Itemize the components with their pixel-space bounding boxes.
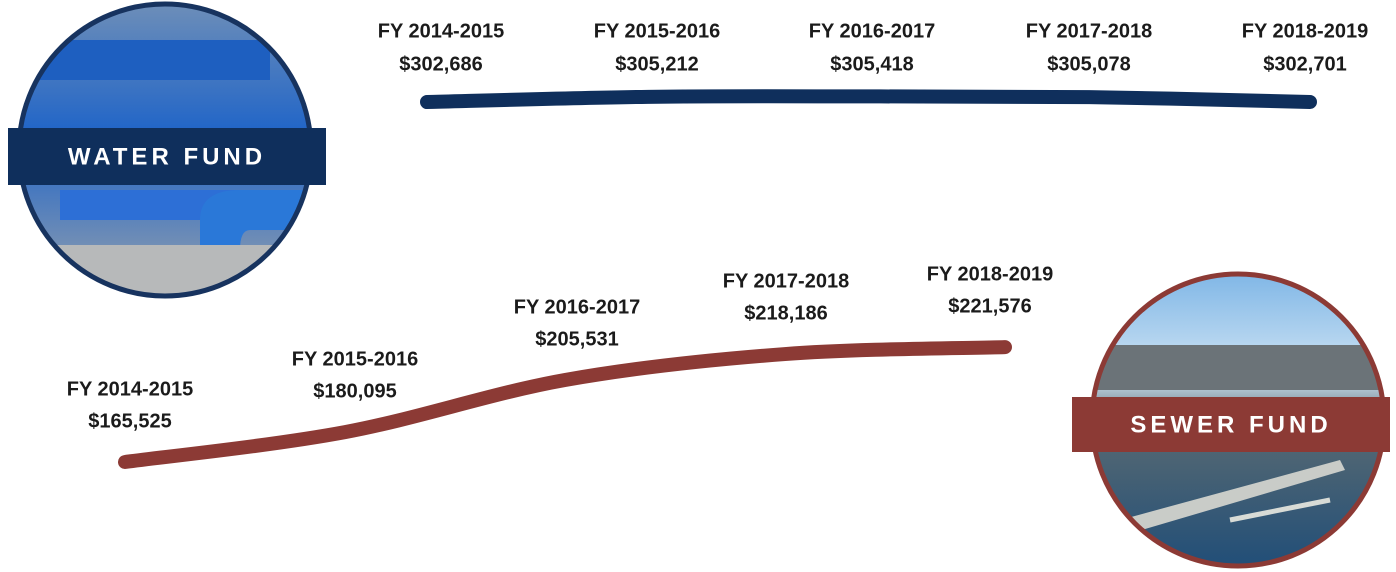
value-label: $205,531 [535,328,618,350]
value-label: $305,418 [830,53,913,75]
value-label: $305,212 [615,53,698,75]
value-label: $165,525 [88,410,171,432]
water-title: WATER FUND [68,143,266,170]
value-label: $221,576 [948,295,1031,317]
period-label: FY 2017-2018 [1026,20,1152,42]
period-label: FY 2018-2019 [1242,20,1368,42]
water-banner [8,128,326,185]
value-label: $218,186 [744,302,827,324]
value-label: $302,686 [399,53,482,75]
water-line [420,89,1317,109]
period-label: FY 2016-2017 [514,296,640,318]
value-label: $305,078 [1047,53,1130,75]
period-label: FY 2015-2016 [594,20,720,42]
sewer-title: SEWER FUND [1130,411,1331,438]
value-label: $180,095 [313,380,396,402]
sewer-banner [1072,397,1390,452]
period-label: FY 2016-2017 [809,20,935,42]
period-label: FY 2018-2019 [927,263,1053,285]
period-label: FY 2014-2015 [378,20,504,42]
period-label: FY 2014-2015 [67,378,193,400]
value-label: $302,701 [1263,53,1346,75]
period-label: FY 2017-2018 [723,270,849,292]
sewer-line [118,340,1012,469]
period-label: FY 2015-2016 [292,348,418,370]
